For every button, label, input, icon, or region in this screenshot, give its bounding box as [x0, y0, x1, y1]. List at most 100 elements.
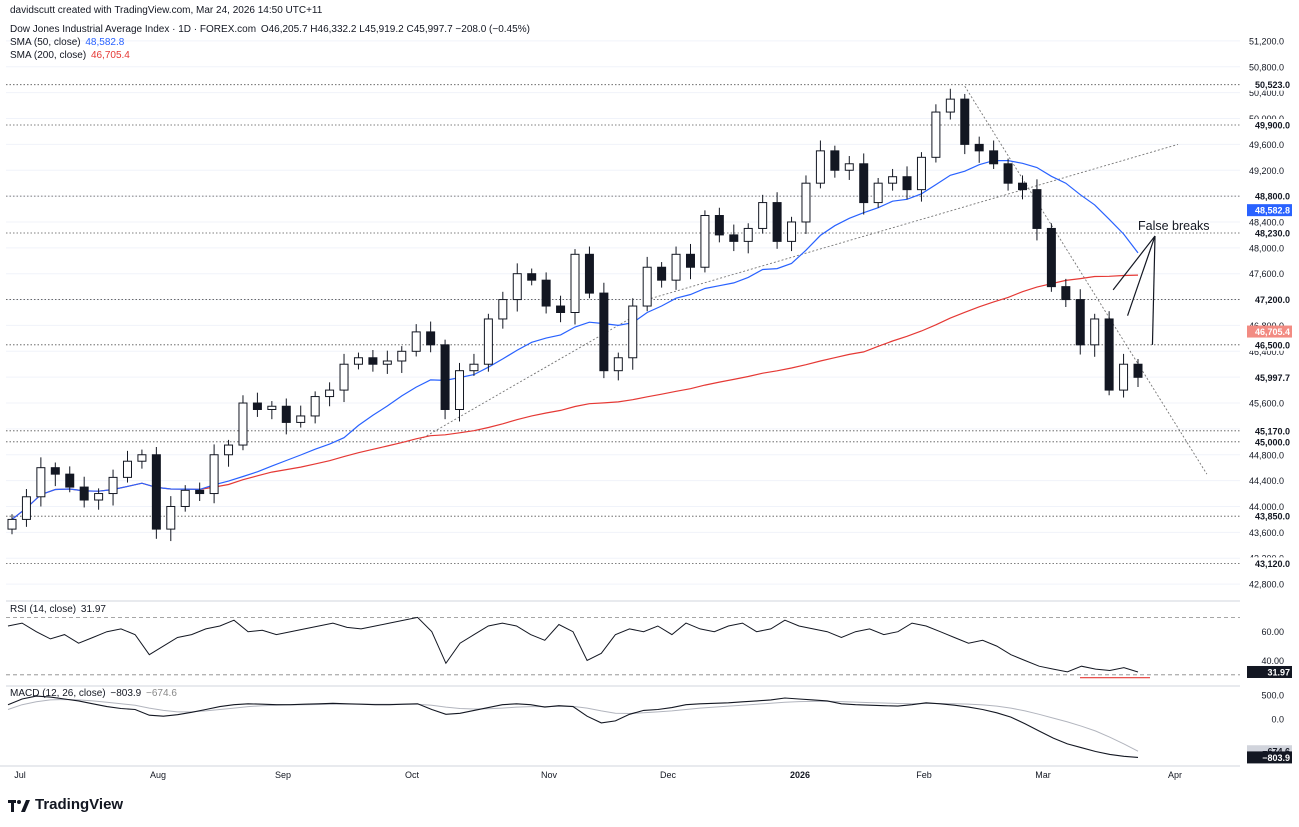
sma200-legend[interactable]: SMA (200, close) 46,705.4 — [10, 50, 132, 61]
price-tag-box — [1247, 78, 1292, 91]
candle-down — [1075, 299, 1085, 346]
sma200-value: 46,705.4 — [90, 50, 130, 61]
candle-up — [166, 505, 176, 530]
candle-down — [1133, 363, 1143, 378]
price-tag-box — [1247, 371, 1292, 384]
candle-up — [224, 444, 234, 456]
candle-up — [238, 402, 248, 446]
candle-down — [729, 234, 739, 242]
month-label: Sep — [275, 770, 291, 780]
candle-up — [209, 454, 219, 495]
month-label: Jul — [14, 770, 26, 780]
price-tag-label: 46,500.0 — [1255, 340, 1290, 350]
candle-down — [1061, 286, 1071, 301]
candle-up — [397, 350, 407, 362]
price-tag-label: 31.97 — [1267, 667, 1290, 677]
candle-up — [36, 467, 46, 498]
macd-signal-value: −674.6 — [146, 688, 177, 699]
price-tag-box — [1247, 424, 1292, 437]
sma50-line — [11, 160, 1139, 520]
price-tick-label: 49,600.0 — [1249, 140, 1284, 150]
candle-down — [151, 454, 161, 530]
sma50-path — [11, 160, 1139, 520]
macd-label: MACD (12, 26, close) — [10, 688, 106, 699]
month-label: Feb — [916, 770, 932, 780]
candle-up — [21, 496, 31, 520]
price-tag-box — [1247, 226, 1292, 239]
ohlc-values: O46,205.7 H46,332.2 L45,919.2 C45,997.7 … — [260, 24, 530, 35]
candle-up — [498, 299, 508, 320]
price-tick-label: 48,000.0 — [1249, 243, 1284, 253]
candle-down — [556, 305, 566, 313]
candle-up — [628, 305, 638, 359]
candle-up — [483, 318, 493, 365]
candle-down — [1104, 318, 1114, 391]
candle-up — [815, 150, 825, 184]
month-label: Dec — [660, 770, 677, 780]
candle-down — [772, 202, 782, 242]
annotation-arrow — [1112, 235, 1156, 291]
candle-up — [801, 182, 811, 223]
candle-down — [1003, 163, 1013, 184]
price-tag-label: 48,230.0 — [1255, 228, 1290, 238]
creator-text: davidscutt created with TradingView.com,… — [10, 5, 323, 16]
macd-legend[interactable]: MACD (12, 26, close) −803.9 −674.6 — [10, 688, 179, 699]
price-tag-label: 45,997.7 — [1255, 373, 1290, 383]
candle-up — [1119, 363, 1129, 391]
candle-up — [642, 266, 652, 307]
rsi-tick-label: 40.00 — [1261, 656, 1284, 666]
candle-up — [787, 221, 797, 242]
rsi-line — [7, 616, 1139, 673]
price-tick-label: 45,600.0 — [1249, 399, 1284, 409]
horizontal-levels — [6, 84, 1240, 564]
macd-line — [7, 695, 1139, 758]
price-tick-label: 49,200.0 — [1249, 166, 1284, 176]
tradingview-brand[interactable]: TradingView — [8, 796, 123, 813]
month-label: Mar — [1035, 770, 1051, 780]
candle-up — [916, 156, 926, 191]
sma50-label: SMA (50, close) — [10, 37, 81, 48]
candle-down — [830, 150, 840, 171]
price-tag-box — [1247, 557, 1292, 570]
time-axis[interactable]: Jul Aug Sep Oct Nov Dec 2026 Feb Mar Apr — [0, 765, 1240, 780]
price-tick-label: 44,800.0 — [1249, 450, 1284, 460]
price-tick-label: 43,600.0 — [1249, 528, 1284, 538]
price-tags: 50,523.0 49,900.0 48,800.0 48,230.0 47,200.0… — [1247, 78, 1292, 764]
price-tag-box — [1247, 338, 1292, 351]
candle-up — [180, 489, 190, 507]
rsi-legend[interactable]: RSI (14, close) 31.97 — [10, 604, 108, 615]
candle-down — [902, 176, 912, 191]
price-tick-label: 44,000.0 — [1249, 502, 1284, 512]
sma50-legend[interactable]: SMA (50, close) 48,582.8 — [10, 37, 126, 48]
macd-tick-label: 0.0 — [1271, 715, 1284, 725]
trend-lines — [415, 85, 1208, 475]
price-tag-label: 45,170.0 — [1255, 426, 1290, 436]
rsi-label: RSI (14, close) — [10, 604, 77, 615]
candle-up — [888, 176, 898, 184]
month-label: Nov — [541, 770, 558, 780]
candle-up — [873, 182, 883, 204]
price-tag-label: 43,120.0 — [1255, 559, 1290, 569]
candle-up — [1090, 318, 1100, 346]
price-tag-label: 46,705.4 — [1255, 327, 1290, 337]
price-tag-label: 48,582.8 — [1255, 206, 1290, 216]
creator-line: davidscutt created with TradingView.com,… — [10, 5, 324, 16]
candles — [7, 88, 1143, 542]
price-tick-label: 42,800.0 — [1249, 580, 1284, 590]
month-label: Apr — [1168, 770, 1182, 780]
price-tick-label: 50,400.0 — [1249, 88, 1284, 98]
candle-up — [296, 415, 306, 423]
candle-up — [945, 98, 955, 113]
candle-down — [989, 150, 999, 165]
candle-down — [657, 266, 667, 281]
month-label: Oct — [405, 770, 420, 780]
rsi-pane: 40.00 60.00 — [6, 600, 1284, 679]
price-tick-label: 50,800.0 — [1249, 62, 1284, 72]
candle-down — [685, 253, 695, 268]
price-tag-box — [1247, 190, 1292, 203]
candle-up — [671, 253, 681, 281]
candle-down — [426, 331, 436, 346]
sma50-value: 48,582.8 — [85, 37, 125, 48]
candle-up — [758, 202, 768, 229]
